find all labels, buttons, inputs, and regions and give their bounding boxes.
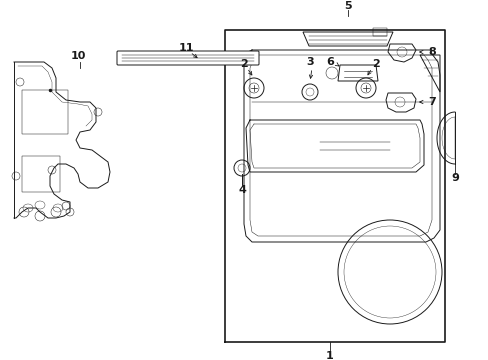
FancyBboxPatch shape xyxy=(117,51,259,65)
Text: 6: 6 xyxy=(325,57,333,67)
Bar xyxy=(22,156,60,192)
Text: 8: 8 xyxy=(427,47,435,57)
Bar xyxy=(372,28,386,36)
Bar xyxy=(22,90,68,134)
Text: 2: 2 xyxy=(371,59,379,69)
Text: 2: 2 xyxy=(240,59,247,69)
Text: 9: 9 xyxy=(450,173,458,183)
Text: 1: 1 xyxy=(325,351,333,360)
Text: 11: 11 xyxy=(178,43,193,53)
Text: 4: 4 xyxy=(238,185,245,195)
Text: 5: 5 xyxy=(344,1,351,11)
Text: 7: 7 xyxy=(427,97,435,107)
Text: 3: 3 xyxy=(305,57,313,67)
Text: 10: 10 xyxy=(70,51,85,61)
